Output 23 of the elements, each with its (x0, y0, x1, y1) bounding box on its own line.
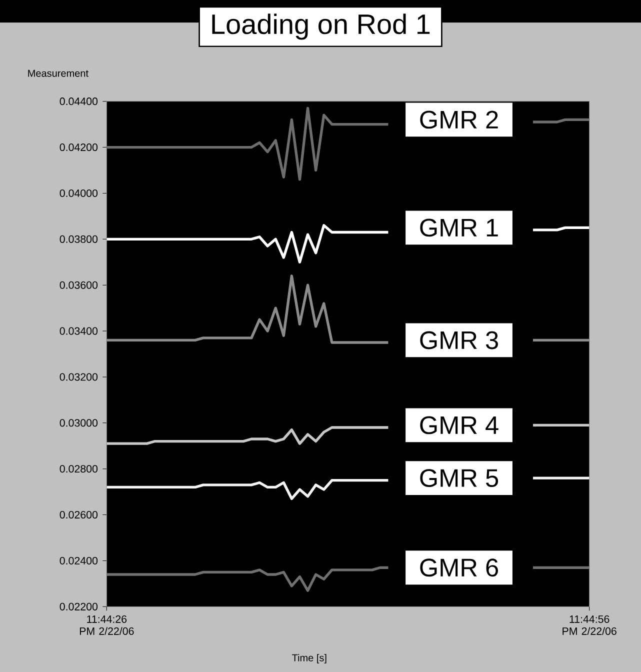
y-tick-label: 0.03800 (60, 235, 98, 243)
y-tick-label: 0.04400 (60, 98, 98, 106)
y-tick-label: 0.02800 (60, 465, 98, 473)
series-label: GMR 3 (420, 331, 498, 350)
y-tick-label: 0.02400 (60, 556, 98, 564)
legend-label: GMR 5 (420, 469, 498, 488)
y-axis-title: Measurement (28, 70, 88, 77)
x-tick-label: 11:44:26 PM 2/22/06 (80, 615, 134, 635)
y-tick-label: 0.03000 (60, 419, 98, 427)
chart-title: Loading on Rod 1 (212, 14, 430, 40)
series-label: GMR 2 (420, 110, 498, 129)
y-tick-label: 0.03200 (60, 373, 98, 381)
y-tick-label: 0.04200 (60, 144, 98, 152)
y-tick-label: 0.04000 (60, 189, 98, 197)
x-tick-label: 11:44:56 PM 2/22/06 (562, 615, 616, 635)
x-axis-title: Time [s] (292, 654, 326, 664)
series-label: GMR 6 (420, 558, 498, 577)
y-tick-label: 0.02600 (60, 511, 98, 519)
y-tick-label: 0.03600 (60, 281, 98, 289)
y-tick-label: 0.03400 (60, 327, 98, 335)
series-label: GMR 4 (420, 416, 498, 434)
y-tick-label: 0.02200 (60, 602, 98, 610)
series-label: GMR 1 (420, 218, 498, 237)
